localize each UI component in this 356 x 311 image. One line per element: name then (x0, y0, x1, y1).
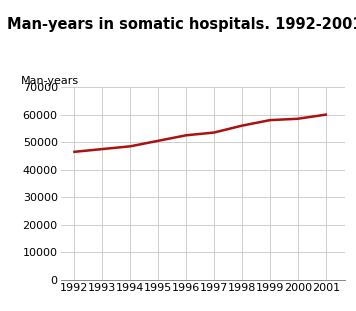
Text: Man-years in somatic hospitals. 1992-2001: Man-years in somatic hospitals. 1992-200… (7, 17, 356, 32)
Text: Man-years: Man-years (21, 76, 79, 86)
